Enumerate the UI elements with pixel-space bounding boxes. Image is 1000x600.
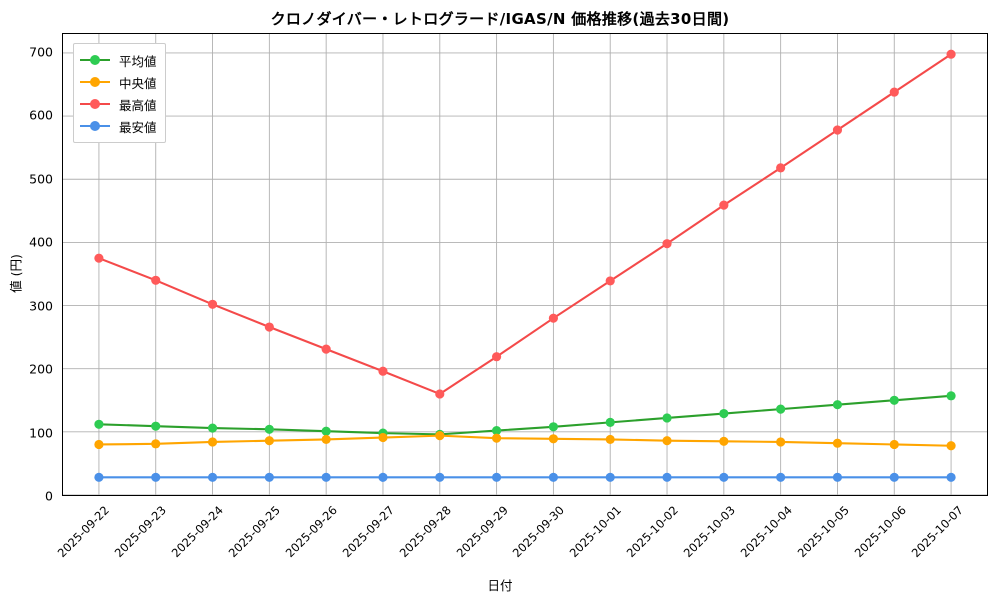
- series-marker: [605, 417, 615, 427]
- series-marker: [435, 389, 445, 399]
- series-marker: [264, 472, 274, 482]
- series-marker: [492, 352, 502, 362]
- series-marker: [321, 344, 331, 354]
- series-marker: [889, 472, 899, 482]
- legend-item[interactable]: 最高値: [80, 93, 157, 115]
- legend-item-label: 中央値: [119, 75, 157, 91]
- series-marker: [776, 437, 786, 447]
- series-marker: [946, 472, 956, 482]
- x-axis-label: 日付: [487, 578, 513, 593]
- y-axis-tick-label: 300: [29, 298, 53, 314]
- series-marker: [719, 472, 729, 482]
- series-marker: [605, 434, 615, 445]
- series-marker: [435, 472, 445, 482]
- series-marker: [662, 472, 672, 482]
- series-marker: [605, 276, 615, 286]
- series-marker: [151, 421, 161, 431]
- series-marker: [264, 322, 274, 332]
- series-marker: [832, 438, 843, 448]
- series-marker: [889, 395, 899, 405]
- legend-item[interactable]: 中央値: [80, 71, 157, 93]
- series-marker: [776, 163, 786, 173]
- legend-swatch-icon: [80, 119, 110, 133]
- plot-svg: [63, 34, 987, 495]
- series-marker: [151, 439, 161, 449]
- series-marker: [492, 433, 502, 443]
- series-marker: [492, 426, 502, 436]
- series-marker: [832, 125, 843, 135]
- series-marker: [719, 200, 729, 210]
- legend-item-label: 最安値: [119, 119, 157, 135]
- series-marker: [151, 472, 161, 482]
- series-marker: [946, 391, 956, 401]
- series-marker: [94, 419, 104, 429]
- legend-item-label: 平均値: [119, 53, 157, 69]
- series-marker: [946, 49, 956, 59]
- series-marker: [321, 426, 331, 436]
- series-marker: [776, 404, 786, 414]
- series-marker: [264, 436, 274, 446]
- series-marker: [889, 87, 899, 97]
- series-marker: [832, 472, 843, 482]
- series-marker: [662, 413, 672, 423]
- series-line: [97, 53, 953, 396]
- series-marker: [94, 472, 104, 482]
- grid-lines: [63, 34, 987, 495]
- chart-title: クロノダイバー・レトログラード/IGAS/N 価格推移(過去30日間): [270, 10, 730, 28]
- series-marker: [321, 434, 331, 445]
- legend-item-label: 最高値: [119, 97, 157, 113]
- series-marker: [321, 472, 331, 482]
- series-line: [97, 434, 953, 447]
- y-axis-tick-label: 400: [29, 234, 53, 250]
- series-marker: [378, 432, 388, 443]
- y-axis-tick-label: 0: [45, 488, 53, 504]
- y-axis-tick-label: 600: [29, 107, 53, 123]
- legend-swatch-icon: [80, 97, 110, 111]
- series-marker: [207, 423, 218, 433]
- series-lines: [94, 49, 956, 482]
- series-marker: [94, 253, 104, 263]
- y-axis-tick-label: 700: [29, 44, 53, 60]
- series-marker: [719, 408, 729, 419]
- series-marker: [832, 400, 843, 410]
- series-marker: [662, 239, 672, 249]
- y-axis-tick-label: 200: [29, 361, 53, 377]
- series-marker: [548, 422, 558, 432]
- series-marker: [776, 472, 786, 482]
- series-marker: [207, 472, 218, 482]
- legend-swatch-icon: [80, 75, 110, 89]
- series-marker: [889, 439, 899, 450]
- chart-legend: 平均値中央値最高値最安値: [73, 43, 166, 143]
- legend-item[interactable]: 最安値: [80, 115, 157, 137]
- series-marker: [548, 472, 558, 482]
- series-marker: [207, 437, 218, 447]
- series-line: [97, 394, 953, 436]
- series-marker: [435, 431, 445, 441]
- y-axis-tick-label: 100: [29, 425, 53, 441]
- y-axis-tick-label: 500: [29, 171, 53, 187]
- series-marker: [548, 313, 558, 323]
- series-marker: [264, 424, 274, 434]
- series-marker: [378, 366, 388, 376]
- legend-swatch-icon: [80, 53, 110, 67]
- series-marker: [662, 436, 672, 446]
- series-marker: [207, 299, 218, 309]
- y-axis-label: 値 (円): [8, 254, 24, 293]
- legend-item[interactable]: 平均値: [80, 49, 157, 71]
- plot-area: [62, 33, 988, 496]
- series-marker: [548, 434, 558, 444]
- series-marker: [605, 472, 615, 482]
- series-marker: [946, 441, 956, 451]
- series-marker: [378, 472, 388, 482]
- series-marker: [94, 439, 104, 450]
- series-marker: [151, 275, 161, 285]
- series-marker: [719, 436, 729, 446]
- series-marker: [492, 472, 502, 482]
